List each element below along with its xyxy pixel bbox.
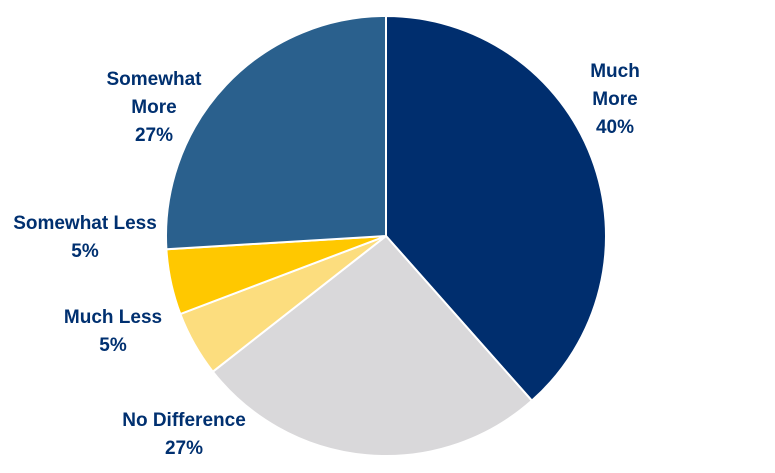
label-much-more-line2: More [592,89,638,110]
label-somewhat-less-line1: Somewhat Less [13,213,157,234]
label-much-less: Much Less 5% [53,304,173,360]
label-much-more: Much More 40% [560,58,670,142]
pie-slice-no-difference [211,234,534,457]
pie-slice-much-more [385,14,607,403]
label-no-difference-percent: 27% [164,438,204,459]
label-somewhat-more-line1: Somewhat [106,69,202,90]
label-somewhat-less: Somewhat Less 5% [0,210,170,266]
label-much-less-percent: 5% [99,335,127,356]
label-much-more-percent: 40% [595,117,635,138]
label-somewhat-more-percent: 27% [134,125,174,146]
label-somewhat-more: Somewhat More 27% [94,66,214,150]
label-no-difference-line1: No Difference [122,410,246,431]
label-much-more-line1: Much [590,61,640,82]
pie-slice-somewhat-more [165,14,387,251]
label-somewhat-less-percent: 5% [71,241,99,262]
label-no-difference: No Difference 27% [104,407,264,463]
label-somewhat-more-line2: More [131,97,177,118]
label-much-less-line1: Much Less [63,307,163,328]
